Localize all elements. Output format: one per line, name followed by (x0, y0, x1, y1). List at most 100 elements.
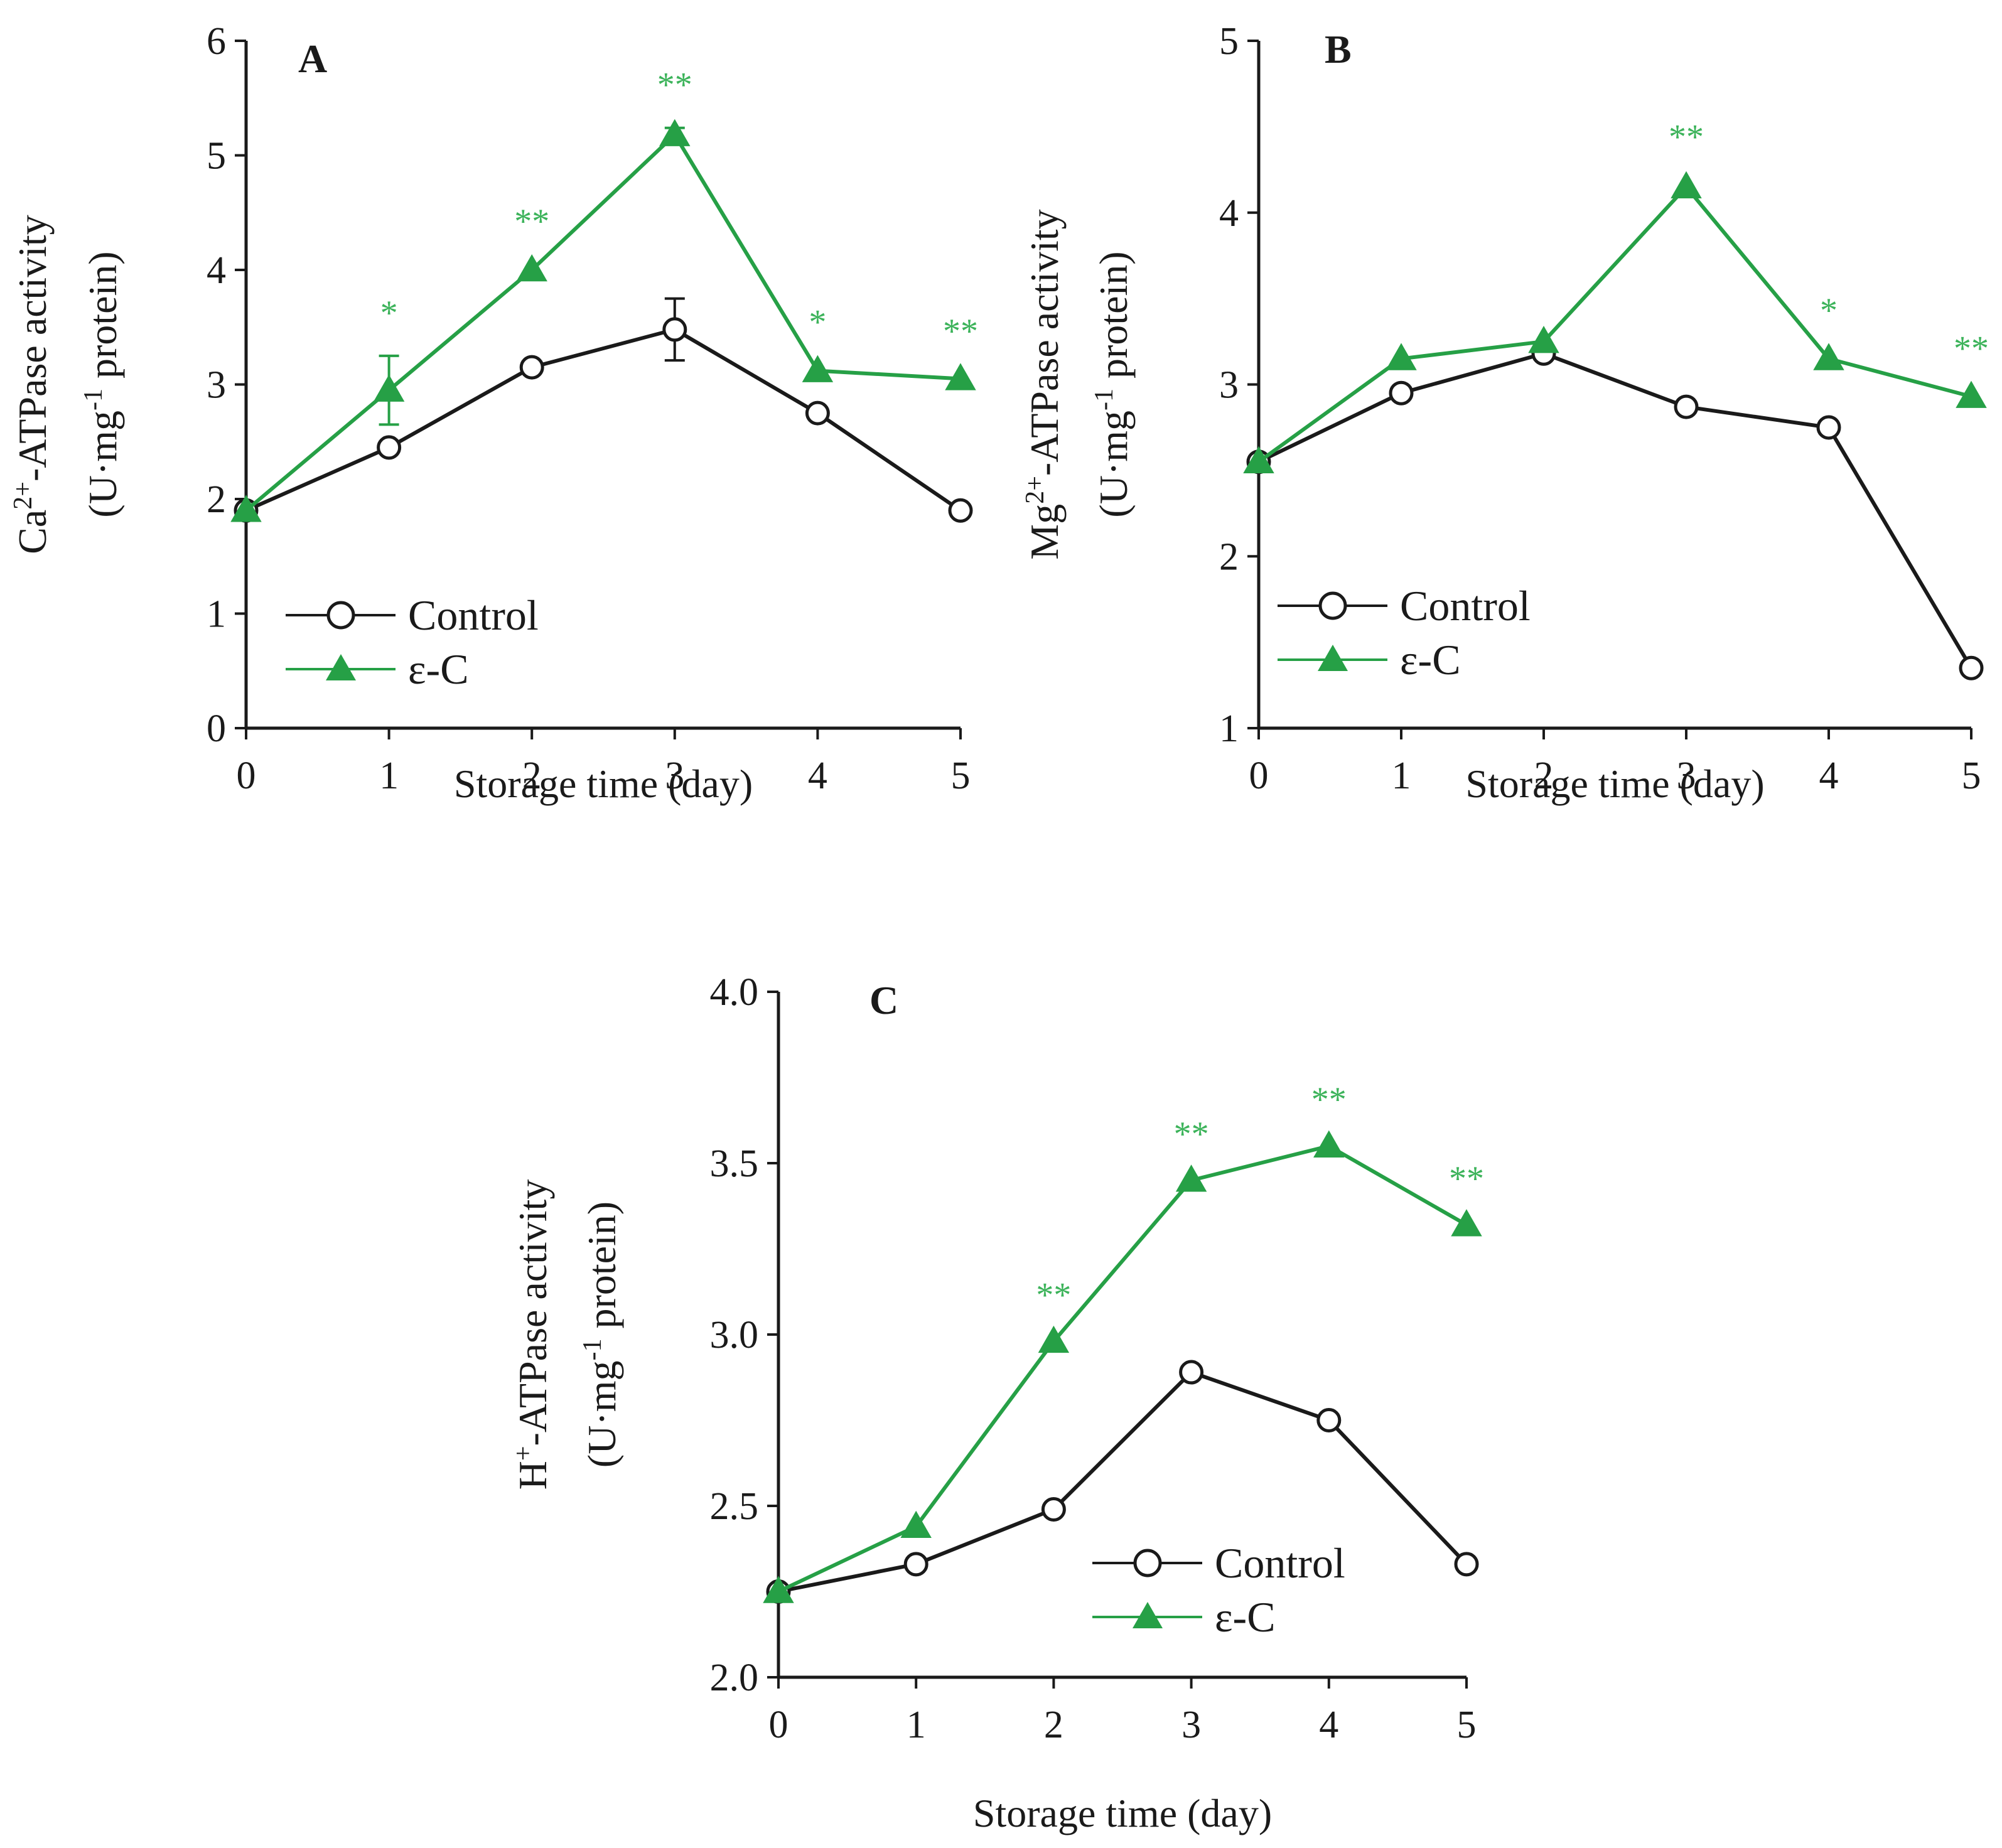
x-tick-label: 1 (1392, 755, 1411, 797)
legend-label: Control (1215, 1539, 1345, 1587)
significance-marker: ** (1449, 1159, 1484, 1198)
legend-marker-treatment (326, 654, 356, 680)
x-tick-label: 4 (808, 755, 827, 797)
significance-marker: ** (1954, 329, 1989, 368)
x-tick-label: 2 (1044, 1704, 1063, 1746)
legend-marker-control (1318, 591, 1347, 620)
legend: Control ε-C (1278, 582, 1531, 684)
data-point-treatment (802, 355, 834, 382)
series-control (1246, 341, 1984, 680)
significance-marker: ** (514, 202, 549, 241)
y-tick-label: 0 (207, 707, 226, 750)
data-point-control (1389, 380, 1414, 406)
data-point-treatment (516, 254, 547, 282)
data-point-treatment (1956, 380, 1987, 408)
data-point-control (805, 400, 830, 426)
series-line (245, 132, 961, 512)
data-point-treatment (763, 1576, 794, 1603)
panel-a: 0 1 2 3 4 5 6 0 1 2 3 4 5 Storage time (day) Ca2+-ATPa… (9, 20, 978, 806)
y-tick-label: 1 (1219, 707, 1239, 750)
panel-c: 2.0 2.5 3.0 3.5 4.0 0 1 2 3 4 5 Storage time (day) H… (509, 971, 1484, 1835)
significance-marker: * (809, 303, 826, 341)
legend-marker-control (1133, 1549, 1162, 1577)
data-point-treatment (1243, 446, 1274, 473)
legend-marker-treatment (1318, 645, 1348, 671)
x-tick-label: 3 (665, 755, 684, 797)
y-axis-title-line1: Ca2+-ATPase activity (9, 215, 55, 554)
legend-marker-treatment (1133, 1602, 1163, 1628)
y-tick-label: 3.5 (710, 1142, 759, 1185)
data-point-treatment (1671, 171, 1702, 198)
significance-marker: ** (943, 312, 978, 351)
x-tick-label: 1 (907, 1704, 926, 1746)
y-axis-title-line2: (U·mg-1 protein) (79, 251, 125, 517)
x-axis-title: Storage time (day) (1465, 761, 1764, 806)
x-tick-label: 3 (1677, 755, 1696, 797)
x-tick-label: 5 (1962, 755, 1981, 797)
data-point-treatment (1038, 1325, 1070, 1353)
y-tick-label: 4.0 (710, 971, 759, 1014)
legend: Control ε-C (286, 591, 539, 693)
y-tick-label: 2 (1219, 535, 1239, 578)
series-treatment (1243, 171, 1987, 473)
significance-marker: * (1820, 291, 1838, 330)
x-tick-label: 4 (1819, 755, 1839, 797)
series-treatment (230, 119, 976, 522)
significance-marker: ** (1036, 1276, 1071, 1314)
y-tick-label: 5 (1219, 20, 1239, 63)
series-control (234, 297, 973, 523)
y-tick-label: 2.0 (710, 1657, 759, 1699)
data-point-control (948, 498, 973, 523)
x-axis-title: Storage time (day) (454, 761, 753, 806)
legend-label: Control (1400, 582, 1531, 630)
y-axis-title-line1: H+-ATPase activity (509, 1179, 555, 1490)
y-tick-label: 1 (207, 593, 226, 636)
y-tick-label: 4 (207, 249, 226, 292)
series-line (245, 327, 962, 512)
significance-marker: ** (1669, 118, 1704, 157)
data-point-control (377, 435, 402, 460)
x-tick-label: 5 (951, 755, 971, 797)
legend-label: Control (408, 591, 539, 639)
data-point-control (1179, 1360, 1204, 1385)
panel-letter: A (298, 36, 327, 81)
data-point-control (903, 1552, 928, 1577)
legend: Control ε-C (1092, 1539, 1345, 1641)
x-tick-label: 5 (1457, 1704, 1477, 1746)
x-axis-title: Storage time (day) (973, 1791, 1272, 1835)
x-tick-label: 0 (769, 1704, 788, 1746)
legend-label: ε-C (1215, 1593, 1276, 1641)
series-line (778, 1370, 1468, 1594)
y-tick-label: 2.5 (710, 1485, 759, 1528)
significance-marker: ** (1311, 1080, 1347, 1119)
data-point-treatment (945, 363, 976, 390)
y-axis-title-line2: (U·mg-1 protein) (578, 1201, 624, 1468)
y-tick-label: 2 (207, 478, 226, 521)
y-tick-label: 3 (1219, 364, 1239, 407)
data-point-control (1816, 415, 1841, 440)
panel-letter: B (1325, 27, 1352, 72)
data-point-treatment (1813, 343, 1844, 370)
data-point-control (662, 317, 687, 342)
significance-marker: * (380, 294, 398, 333)
y-axis-title-line1: Mg2+-ATPase activity (1021, 209, 1067, 559)
data-point-control (1454, 1552, 1479, 1577)
x-tick-label: 0 (237, 755, 256, 797)
y-tick-label: 3.0 (710, 1314, 759, 1356)
data-point-treatment (373, 374, 405, 402)
data-point-treatment (230, 495, 262, 522)
data-point-control (519, 355, 544, 380)
y-axis-title-line2: (U·mg-1 protein) (1090, 251, 1136, 517)
panel-letter: C (869, 978, 898, 1023)
legend-label: ε-C (408, 645, 469, 693)
x-tick-label: 2 (1534, 755, 1554, 797)
x-tick-label: 4 (1319, 1704, 1338, 1746)
y-tick-label: 3 (207, 364, 226, 407)
series-line (1257, 352, 1973, 669)
significance-marker: ** (657, 66, 692, 105)
x-tick-label: 3 (1181, 1704, 1201, 1746)
data-point-treatment (1313, 1130, 1345, 1158)
data-point-treatment (1451, 1209, 1482, 1237)
series-control (766, 1360, 1479, 1604)
